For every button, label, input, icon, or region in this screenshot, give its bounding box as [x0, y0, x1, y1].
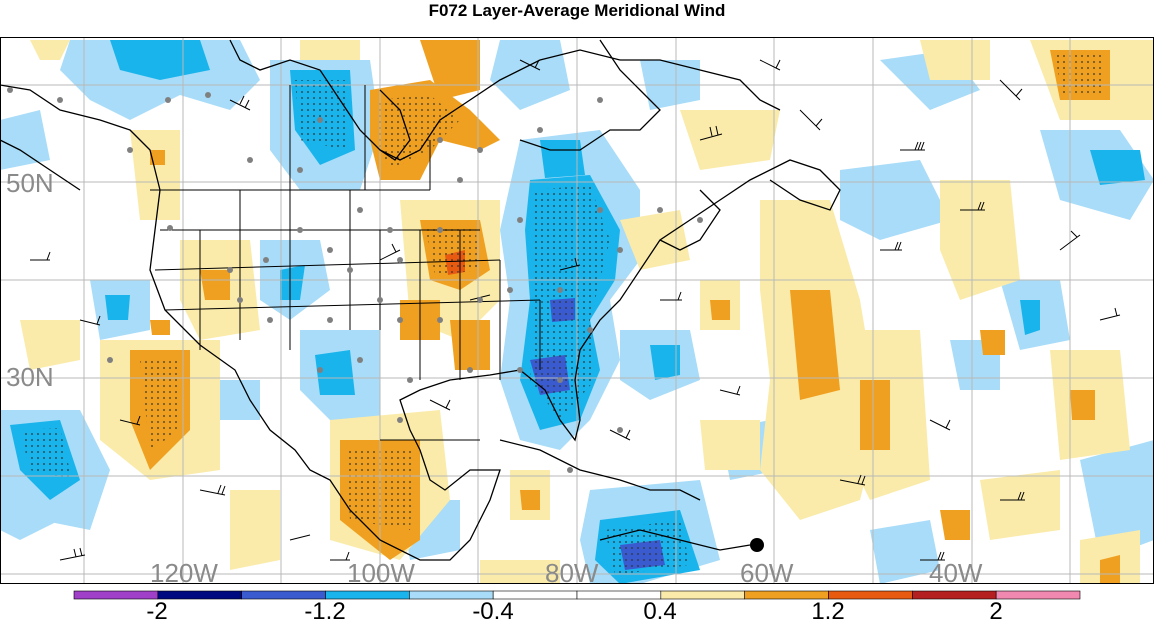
- colorbar-label-minus-1-2: -1.2: [304, 598, 345, 622]
- colorbar-label-minus-2: -2: [146, 598, 167, 622]
- lon-label-40w: 40W: [929, 558, 983, 588]
- coastlines: [0, 39, 841, 561]
- lon-label-80w: 80W: [545, 558, 599, 588]
- graticule: [0, 37, 1154, 584]
- wind-barbs: [30, 59, 1121, 561]
- station-marker: [750, 538, 764, 552]
- lat-label-30n: 30N: [6, 362, 54, 392]
- colorbar-swatch: [995, 590, 1081, 600]
- lat-label-50n: 50N: [6, 168, 54, 198]
- colorbar: [73, 590, 1081, 600]
- station-dots: [7, 87, 703, 473]
- colorbar-label-1-2: 1.2: [811, 598, 844, 622]
- lon-label-120w: 120W: [150, 558, 218, 588]
- lon-label-60w: 60W: [740, 558, 794, 588]
- colorbar-swatch: [157, 590, 242, 600]
- state-borders: [150, 85, 541, 441]
- shaded-field: [0, 37, 1154, 584]
- colorbar-label-2: 2: [989, 598, 1002, 622]
- map-title: F072 Layer-Average Meridional Wind: [428, 1, 726, 20]
- colorbar-swatch: [73, 590, 159, 600]
- stipple-overlay: [20, 55, 1105, 575]
- colorbar-label-0-4: 0.4: [643, 598, 676, 622]
- colorbar-label-minus-0-4: -0.4: [472, 598, 513, 622]
- lon-label-100w: 100W: [347, 558, 415, 588]
- colorbar-swatch: [912, 590, 997, 600]
